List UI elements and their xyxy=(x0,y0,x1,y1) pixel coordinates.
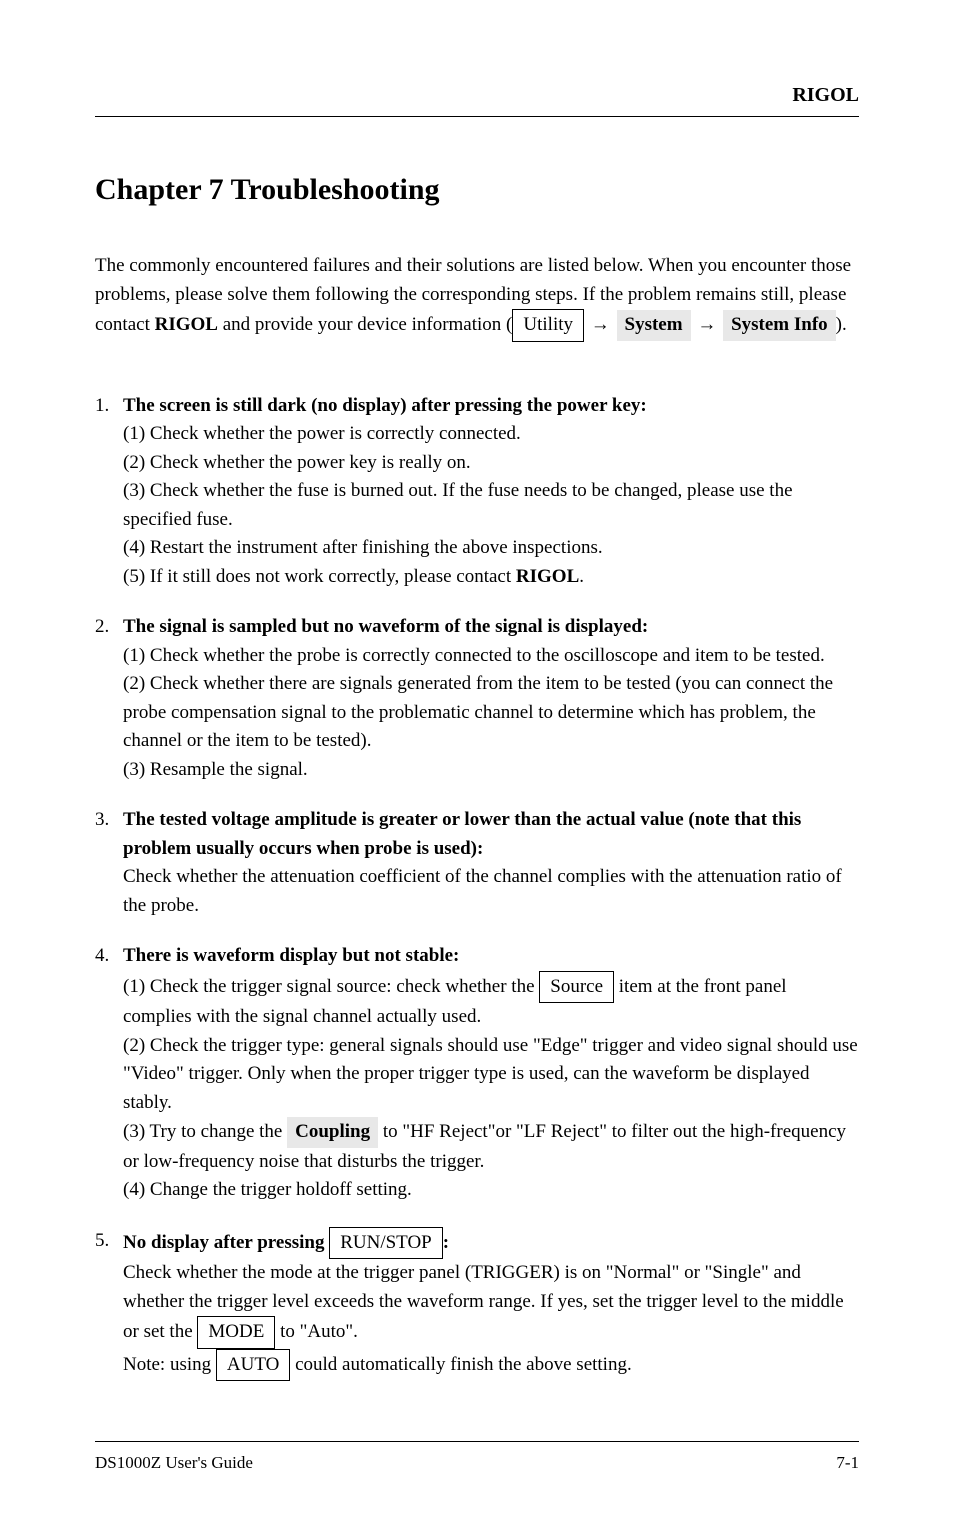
item-note-a: Note: using xyxy=(123,1354,216,1375)
item-lead: The screen is still dark (no display) af… xyxy=(123,395,647,416)
auto-button[interactable]: AUTO xyxy=(216,1349,290,1382)
item-sub: (4) Change the trigger holdoff setting. xyxy=(123,1179,412,1200)
footer-left: DS1000Z User's Guide xyxy=(95,1450,253,1476)
item-sub: (3) Resample the signal. xyxy=(123,759,308,780)
list-item: The signal is sampled but no waveform of… xyxy=(95,613,859,784)
mode-button[interactable]: MODE xyxy=(197,1316,275,1349)
item-sub: (1) Check whether the probe is correctly… xyxy=(123,645,825,666)
item-sub: (2) Check whether there are signals gene… xyxy=(123,673,833,751)
brand-header: RIGOL xyxy=(95,80,859,110)
item-sub-a: (1) Check the trigger signal source: che… xyxy=(123,976,539,997)
item-lead: There is waveform display but not stable… xyxy=(123,945,459,966)
source-button[interactable]: Source xyxy=(539,971,614,1004)
item-body: Check whether the attenuation coefficien… xyxy=(123,866,842,916)
item-lead-b: : xyxy=(443,1232,449,1253)
item-sub: (2) Check the trigger type: general sign… xyxy=(123,1035,858,1113)
menu-system[interactable]: System xyxy=(617,310,691,341)
item-tail-b: . xyxy=(579,566,584,587)
item-body-b: to "Auto". xyxy=(275,1321,358,1342)
arrow-icon: → xyxy=(695,314,718,335)
item-sub: (4) Restart the instrument after finishi… xyxy=(123,537,603,558)
intro-text-c: ). xyxy=(836,314,847,335)
footer-rule xyxy=(95,1441,859,1442)
item-lead: The tested voltage amplitude is greater … xyxy=(123,809,801,859)
list-item: No display after pressing RUN/STOP: Chec… xyxy=(95,1227,859,1382)
menu-system-info[interactable]: System Info xyxy=(723,310,836,341)
item-sub: (3) Check whether the fuse is burned out… xyxy=(123,480,793,530)
item-note-b: could automatically finish the above set… xyxy=(290,1354,631,1375)
item-lead: The signal is sampled but no waveform of… xyxy=(123,616,648,637)
run-stop-button[interactable]: RUN/STOP xyxy=(329,1227,443,1260)
list-item: The screen is still dark (no display) af… xyxy=(95,392,859,592)
page-footer: DS1000Z User's Guide 7-1 xyxy=(95,1450,859,1476)
troubleshoot-list: The screen is still dark (no display) af… xyxy=(95,392,859,1382)
intro-text-b: and provide your device information ( xyxy=(218,314,512,335)
item-sub-a: (3) Try to change the xyxy=(123,1121,287,1142)
intro-paragraph: The commonly encountered failures and th… xyxy=(95,252,859,342)
item-tail-a: (5) If it still does not work correctly,… xyxy=(123,566,516,587)
coupling-menu[interactable]: Coupling xyxy=(287,1117,378,1148)
header-rule xyxy=(95,116,859,117)
item-sub: (1) Check whether the power is correctly… xyxy=(123,423,521,444)
item-sub: (2) Check whether the power key is reall… xyxy=(123,452,471,473)
page-title: Chapter 7 Troubleshooting xyxy=(95,167,859,212)
arrow-icon: → xyxy=(589,314,612,335)
item-lead-a: No display after pressing xyxy=(123,1232,329,1253)
footer-right: 7-1 xyxy=(836,1450,859,1476)
utility-button[interactable]: Utility xyxy=(512,309,584,342)
list-item: The tested voltage amplitude is greater … xyxy=(95,806,859,920)
item-tail-brand: RIGOL xyxy=(516,566,579,587)
intro-brand: RIGOL xyxy=(155,314,218,335)
list-item: There is waveform display but not stable… xyxy=(95,942,859,1205)
